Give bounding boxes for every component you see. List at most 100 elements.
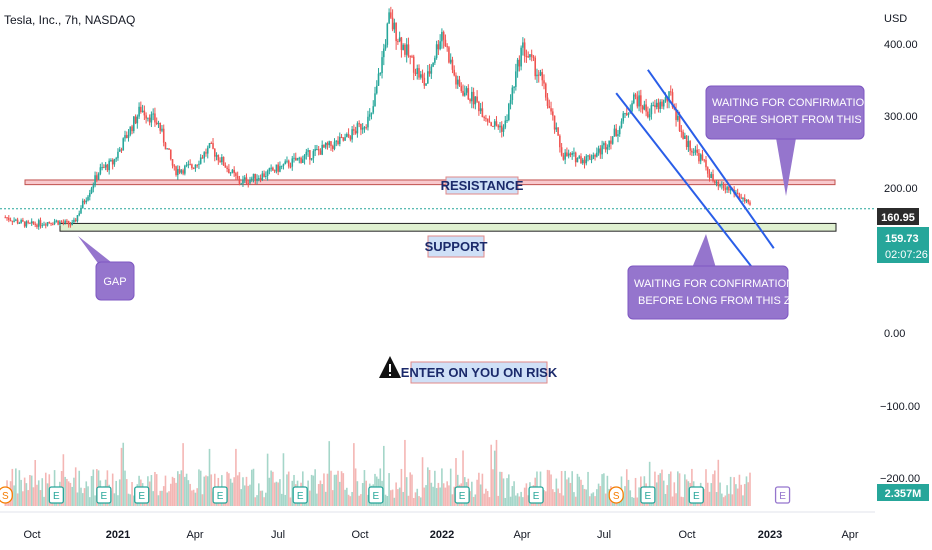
price-axis[interactable]: USD 400.00 300.00 200.00 0.00 −100.00 −2… bbox=[877, 13, 929, 501]
candle-body bbox=[578, 156, 581, 158]
candle-body bbox=[622, 113, 625, 122]
candle-body bbox=[580, 156, 582, 164]
candle-body bbox=[206, 147, 209, 154]
candle-body bbox=[652, 105, 654, 107]
candle-body bbox=[504, 120, 507, 128]
volume-bar bbox=[289, 497, 292, 506]
candle-body bbox=[594, 154, 596, 157]
candle-body bbox=[104, 164, 107, 168]
candle-body bbox=[597, 148, 600, 153]
price-tick: 0.00 bbox=[884, 328, 905, 340]
candle-body bbox=[518, 59, 521, 67]
candle-body bbox=[9, 219, 12, 221]
volume-bar bbox=[500, 471, 503, 506]
candle-body bbox=[127, 134, 130, 139]
volume-bar bbox=[261, 490, 264, 506]
candle-body bbox=[326, 142, 329, 146]
time-tick: Apr bbox=[841, 529, 858, 541]
volume-bar bbox=[199, 470, 202, 506]
long-callout-line1: WAITING FOR CONFIRMATION bbox=[634, 278, 794, 290]
event-marker-label: E bbox=[533, 491, 540, 502]
candle-body bbox=[684, 135, 686, 139]
volume-bar bbox=[39, 490, 42, 506]
volume-bar bbox=[62, 454, 65, 506]
candle-body bbox=[16, 219, 19, 224]
candle-body bbox=[736, 192, 739, 195]
volume-bar bbox=[634, 477, 637, 506]
volume-bar bbox=[441, 468, 443, 506]
candle-body bbox=[293, 157, 295, 159]
volume-bar bbox=[469, 491, 471, 506]
volume-bar bbox=[127, 493, 130, 506]
candle-body bbox=[726, 186, 728, 190]
candle-body bbox=[625, 113, 628, 115]
volume-bar bbox=[573, 492, 575, 506]
gap-callout[interactable]: GAP bbox=[78, 236, 135, 301]
volume-bar bbox=[349, 496, 352, 506]
volume-bar bbox=[94, 495, 96, 506]
volume-bar bbox=[393, 497, 396, 506]
volume-bar bbox=[486, 491, 489, 506]
volume-bar bbox=[120, 447, 123, 506]
candle-body bbox=[703, 159, 706, 161]
price-tick: −200.00 bbox=[880, 473, 920, 485]
volume-bar bbox=[516, 493, 519, 506]
volume-bar bbox=[233, 477, 235, 506]
event-marker-label: E bbox=[297, 491, 304, 502]
volume-bar bbox=[412, 497, 415, 506]
candle-body bbox=[525, 56, 528, 58]
candle-body bbox=[566, 152, 568, 157]
volume-bar bbox=[678, 473, 681, 506]
volume-bar bbox=[118, 479, 121, 506]
candle-body bbox=[383, 48, 385, 58]
event-marker-label: E bbox=[138, 491, 145, 502]
volume-bar bbox=[523, 487, 526, 506]
candle-body bbox=[669, 91, 672, 93]
short-zone-callout[interactable]: WAITING FOR CONFIRMATION BEFORE SHORT FR… bbox=[705, 85, 895, 196]
volume-bar bbox=[416, 488, 419, 506]
volume-bar bbox=[335, 474, 338, 506]
candle-body bbox=[395, 22, 397, 42]
volume-bar bbox=[201, 494, 204, 506]
candle-body bbox=[314, 149, 316, 152]
volume-bar bbox=[154, 471, 156, 506]
candle-body bbox=[448, 47, 450, 63]
candle-body bbox=[608, 140, 610, 148]
candle-body bbox=[11, 220, 14, 222]
volume-bar bbox=[275, 481, 278, 506]
candle-body bbox=[705, 159, 707, 168]
candle-body bbox=[66, 220, 68, 222]
price-tick: 200.00 bbox=[884, 183, 918, 195]
candle-body bbox=[728, 186, 730, 191]
volume-bar bbox=[338, 481, 341, 506]
candle-body bbox=[340, 136, 343, 138]
candle-body bbox=[228, 168, 230, 174]
event-marker-label: S bbox=[2, 491, 9, 502]
candle-body bbox=[682, 131, 684, 139]
volume-bar bbox=[474, 494, 477, 506]
time-axis[interactable]: Oct 2021 Apr Jul Oct 2022 Apr Jul Oct 20… bbox=[0, 511, 875, 541]
volume-bar bbox=[307, 480, 309, 506]
candle-body bbox=[462, 90, 464, 96]
volume-bar bbox=[326, 473, 329, 506]
candle-body bbox=[199, 157, 202, 164]
time-tick: Oct bbox=[23, 529, 40, 541]
volume-bar bbox=[69, 482, 72, 506]
time-tick: Oct bbox=[351, 529, 368, 541]
candle-body bbox=[539, 72, 542, 76]
earnings-marker bbox=[640, 486, 656, 504]
candle-body bbox=[743, 197, 746, 202]
candle-body bbox=[122, 138, 125, 151]
support-zone bbox=[59, 222, 837, 232]
candle-body bbox=[486, 118, 489, 122]
candle-body bbox=[342, 137, 345, 141]
long-zone-callout[interactable]: WAITING FOR CONFIRMATION BEFORE LONG FRO… bbox=[627, 234, 814, 320]
candle-body bbox=[648, 114, 651, 118]
candle-body bbox=[213, 148, 216, 157]
volume-bar bbox=[405, 477, 408, 506]
candle-body bbox=[317, 148, 320, 151]
short-callout-line1: WAITING FOR CONFIRMATION bbox=[712, 97, 872, 109]
volume-bar bbox=[668, 473, 670, 506]
candle-body bbox=[640, 95, 642, 107]
